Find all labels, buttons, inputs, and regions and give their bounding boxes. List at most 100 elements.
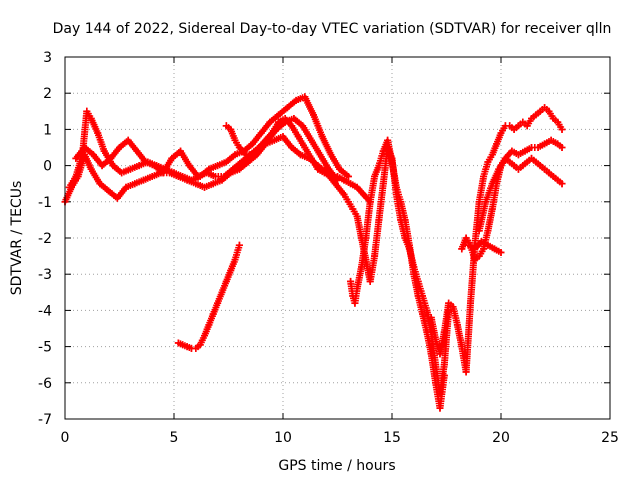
axis-ticks: 0 5 10 15 20 25 -7 -6 -5 -4 -3 -2 -1 0 1 2 3 bbox=[38, 50, 619, 446]
data-point bbox=[414, 292, 422, 300]
x-tick-label: 5 bbox=[170, 430, 179, 446]
data-point bbox=[482, 198, 490, 206]
data-point bbox=[558, 125, 566, 133]
data-point bbox=[432, 379, 440, 387]
data-point bbox=[231, 256, 239, 264]
data-point bbox=[275, 118, 283, 126]
data-point bbox=[501, 154, 509, 162]
data-point bbox=[401, 216, 409, 224]
data-point bbox=[514, 151, 522, 159]
data-point bbox=[209, 310, 217, 318]
data-point bbox=[299, 122, 307, 130]
data-point bbox=[203, 169, 211, 177]
data-point bbox=[336, 165, 344, 173]
data-point bbox=[484, 227, 492, 235]
data-point bbox=[462, 234, 470, 242]
series-track-5 bbox=[174, 241, 243, 352]
data-point bbox=[375, 216, 383, 224]
x-tick-label: 10 bbox=[274, 430, 292, 446]
data-point bbox=[142, 158, 150, 166]
data-point bbox=[366, 198, 374, 206]
data-point bbox=[113, 194, 121, 202]
data-point bbox=[554, 118, 562, 126]
data-point bbox=[410, 270, 418, 278]
data-point bbox=[353, 183, 361, 191]
data-point bbox=[327, 151, 335, 159]
data-point bbox=[497, 129, 505, 137]
data-point bbox=[105, 187, 113, 195]
data-point bbox=[547, 136, 555, 144]
data-point bbox=[349, 292, 357, 300]
data-point bbox=[107, 154, 115, 162]
data-point bbox=[229, 165, 237, 173]
data-point bbox=[89, 151, 97, 159]
y-tick-label: -2 bbox=[38, 231, 52, 247]
data-point bbox=[238, 158, 246, 166]
data-point bbox=[523, 122, 531, 130]
data-point bbox=[283, 104, 291, 112]
y-tick-label: -3 bbox=[38, 267, 52, 283]
data-point bbox=[471, 245, 479, 253]
series-track-8 bbox=[427, 104, 566, 376]
data-point bbox=[301, 93, 309, 101]
data-point bbox=[131, 180, 139, 188]
x-tick-label: 25 bbox=[601, 430, 619, 446]
plot-frame bbox=[64, 56, 611, 420]
data-point bbox=[307, 136, 315, 144]
data-point bbox=[541, 140, 549, 148]
series-track-7 bbox=[347, 136, 448, 412]
data-point bbox=[72, 154, 80, 162]
data-point bbox=[366, 277, 374, 285]
data-point bbox=[170, 169, 178, 177]
data-point bbox=[549, 115, 557, 123]
data-point bbox=[392, 183, 400, 191]
data-point bbox=[508, 147, 516, 155]
data-point bbox=[464, 241, 472, 249]
data-point bbox=[405, 241, 413, 249]
x-tick-label: 20 bbox=[492, 430, 510, 446]
data-point bbox=[347, 277, 355, 285]
data-point bbox=[532, 158, 540, 166]
data-point bbox=[294, 133, 302, 141]
data-point bbox=[235, 241, 243, 249]
data-point bbox=[462, 368, 470, 376]
data-point bbox=[521, 147, 529, 155]
data-point bbox=[318, 133, 326, 141]
data-marks bbox=[61, 93, 566, 412]
data-point bbox=[214, 299, 222, 307]
data-point bbox=[484, 158, 492, 166]
data-point bbox=[541, 165, 549, 173]
data-point bbox=[458, 343, 466, 351]
data-point bbox=[185, 162, 193, 170]
x-tick-label: 15 bbox=[383, 430, 401, 446]
data-point bbox=[558, 180, 566, 188]
y-tick-label: 0 bbox=[43, 159, 52, 175]
data-point bbox=[296, 151, 304, 159]
data-point bbox=[177, 147, 185, 155]
y-tick-label: 3 bbox=[43, 50, 52, 66]
grid bbox=[65, 57, 610, 419]
data-point bbox=[87, 165, 95, 173]
data-point bbox=[514, 165, 522, 173]
data-point bbox=[275, 111, 283, 119]
data-point bbox=[307, 154, 315, 162]
data-point bbox=[519, 162, 527, 170]
data-point bbox=[179, 341, 187, 349]
data-point bbox=[440, 361, 448, 369]
data-point bbox=[209, 180, 217, 188]
data-point bbox=[523, 158, 531, 166]
data-point bbox=[493, 140, 501, 148]
data-point bbox=[480, 245, 488, 253]
data-point bbox=[187, 176, 195, 184]
data-point bbox=[96, 180, 104, 188]
data-point bbox=[290, 115, 298, 123]
data-point bbox=[133, 147, 141, 155]
data-point bbox=[423, 306, 431, 314]
data-point bbox=[554, 140, 562, 148]
data-point bbox=[549, 172, 557, 180]
data-point bbox=[475, 227, 483, 235]
data-point bbox=[98, 162, 106, 170]
data-point bbox=[83, 107, 91, 115]
data-point bbox=[554, 176, 562, 184]
data-point bbox=[514, 122, 522, 130]
